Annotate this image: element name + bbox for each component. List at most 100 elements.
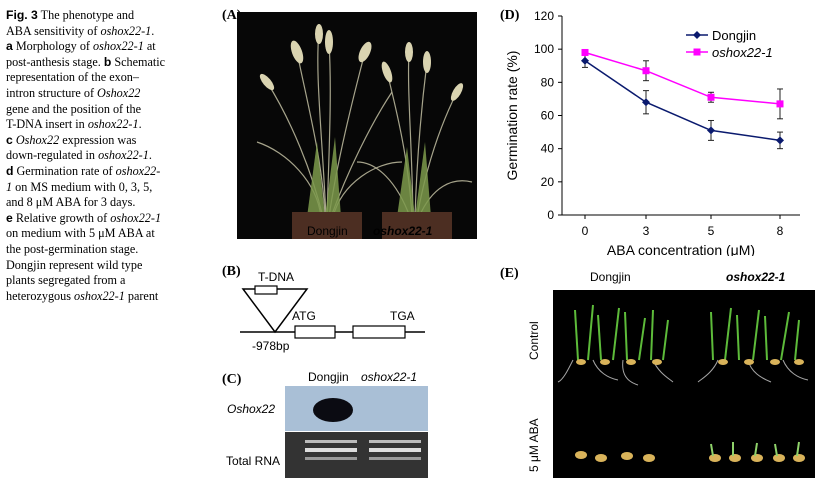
caption-line: representation of the exon– [6, 70, 216, 86]
caption-line: a Morphology of oshox22-1 at [6, 39, 216, 55]
caption-segment: Oshox22 [97, 85, 141, 100]
caption-segment: Germination rate of [13, 163, 116, 178]
caption-line: on medium with 5 μM ABA at [6, 226, 216, 242]
exon-1 [294, 325, 336, 339]
caption-line: d Germination rate of oshox22- [6, 164, 216, 180]
caption-segment: post-anthesis stage. [6, 54, 104, 69]
caption-segment: oshox22-1 [87, 117, 139, 132]
caption-segment: Dongjin represent wild type [6, 257, 143, 272]
exon-2 [352, 325, 406, 339]
data-point-Dongjin [581, 56, 589, 65]
series-line-Dongjin [584, 60, 781, 142]
caption-segment: oshox22- [115, 163, 161, 178]
caption-segment: on medium with 5 μM ABA at [6, 226, 155, 241]
caption-line: the post-germination stage. [6, 242, 216, 258]
y-tick-label: 0 [547, 208, 554, 222]
caption-segment: parent [124, 288, 159, 303]
caption-segment: the post-germination stage. [6, 241, 139, 256]
aba-row-label: 5 μM ABA [527, 418, 541, 472]
y-tick-label: 120 [534, 9, 554, 23]
legend-marker [693, 31, 701, 39]
caption-segment: oshox22-1 [110, 210, 162, 225]
caption-segment: Schematic [111, 54, 166, 69]
panel-a-oshox-label: oshox22-1 [373, 224, 433, 238]
panel-d-label: (D) [500, 8, 520, 23]
caption-line: down-regulated in oshox22-1. [6, 148, 216, 164]
x-tick-label: 3 [643, 224, 650, 238]
caption-segment: oshox22-1 [93, 39, 144, 54]
panel-c-label: (C) [222, 372, 242, 387]
y-tick-label: 60 [541, 109, 555, 123]
tga-label: TGA [390, 309, 415, 323]
data-point-Dongjin [776, 136, 784, 145]
data-point-oshox22-1 [581, 48, 589, 56]
position-label: -978bp [252, 339, 290, 353]
caption-segment: on MS medium with 0, 3, 5, [12, 179, 153, 194]
x-tick-label: 8 [777, 224, 784, 238]
x-tick-label: 0 [582, 224, 589, 238]
y-tick-label: 40 [541, 142, 555, 156]
panel-a-dongjin-label: Dongjin [307, 224, 348, 238]
blot-band-dongjin [313, 398, 353, 422]
panel-e-oshox-label: oshox22-1 [726, 270, 786, 284]
caption-line: e Relative growth of oshox22-1 [6, 211, 216, 227]
caption-line: and 8 μM ABA for 3 days. [6, 195, 216, 211]
seedling-photo [553, 290, 815, 478]
caption-segment: plants segregated from a [6, 273, 126, 288]
series-line-oshox22-1 [584, 51, 781, 105]
caption-segment: e [6, 210, 13, 225]
x-tick-label: 5 [708, 224, 715, 238]
caption-segment: a [6, 39, 13, 54]
caption-line: ABA sensitivity of oshox22-1. [6, 24, 216, 40]
total-rna-gel [285, 432, 428, 478]
caption-segment: Fig. 3 [6, 8, 38, 22]
caption-line: T-DNA insert in oshox22-1. [6, 117, 216, 133]
caption-segment: oshox22-1 [98, 148, 149, 163]
oshox22-row-label: Oshox22 [227, 402, 276, 416]
panel-a-label: (A) [222, 8, 242, 23]
y-axis-label: Germination rate (%) [504, 51, 520, 181]
gene-structure-diagram [240, 285, 425, 339]
legend-label: Dongjin [712, 28, 756, 43]
northern-blot [285, 386, 428, 431]
caption-segment: representation of the exon– [6, 70, 139, 85]
caption-line: intron structure of Oshox22 [6, 86, 216, 102]
caption-segment: 1 [6, 179, 13, 194]
caption-segment: heterozygous [6, 288, 75, 303]
caption-line: heterozygous oshox22-1 parent [6, 289, 216, 305]
legend-label: oshox22-1 [712, 45, 773, 60]
caption-segment: Morphology of [12, 39, 94, 54]
caption-segment: d [6, 163, 14, 178]
caption-segment: expression was [59, 132, 137, 147]
data-point-oshox22-1 [642, 67, 650, 75]
x-axis-label: ABA concentration (μM) [607, 242, 755, 256]
caption-segment: gene and the position of the [6, 101, 142, 116]
data-point-oshox22-1 [707, 93, 715, 101]
caption-segment: ABA sensitivity of [6, 23, 101, 38]
data-point-Dongjin [642, 98, 650, 107]
germination-chart: 0 20 40 60 80 100 120 0 3 5 8 ABA concentration (μM… [504, 9, 800, 256]
panel-e-label: (E) [500, 266, 519, 281]
caption-segment: . [151, 23, 155, 38]
caption-segment: intron structure of [6, 85, 98, 100]
caption-segment: oshox22-1 [100, 23, 152, 38]
caption-segment: . [148, 148, 152, 163]
panel-e-dongjin-label: Dongjin [590, 270, 631, 284]
caption-segment: The phenotype and [37, 8, 135, 22]
control-row-label: Control [527, 321, 541, 360]
caption-line: post-anthesis stage. b Schematic [6, 55, 216, 71]
caption-line: plants segregated from a [6, 273, 216, 289]
caption-line: Fig. 3 The phenotype and [6, 8, 216, 24]
data-point-Dongjin [707, 126, 715, 135]
caption-line: Dongjin represent wild type [6, 258, 216, 274]
caption-line: c Oshox22 expression was [6, 133, 216, 149]
y-tick-label: 80 [541, 75, 555, 89]
tdna-label: T-DNA [258, 270, 294, 284]
caption-line: gene and the position of the [6, 102, 216, 118]
data-point-oshox22-1 [776, 100, 784, 108]
caption-segment: down-regulated in [6, 148, 99, 163]
caption-segment: c [6, 132, 13, 147]
caption-line: 1 on MS medium with 0, 3, 5, [6, 180, 216, 196]
caption-segment: b [103, 54, 112, 69]
caption-segment: and 8 μM ABA for 3 days. [6, 195, 136, 210]
